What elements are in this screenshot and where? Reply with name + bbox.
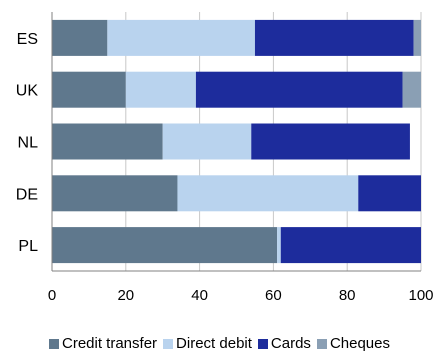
bar-nl-cards bbox=[251, 123, 410, 160]
bar-uk-cheques bbox=[402, 71, 421, 108]
bar-de-credit-transfer bbox=[52, 175, 178, 212]
bar-de-cards bbox=[358, 175, 421, 212]
bar-de-direct-debit bbox=[177, 175, 359, 212]
bar-nl-direct-debit bbox=[162, 123, 252, 160]
legend-label-cheques: Cheques bbox=[329, 335, 390, 352]
bar-es-cards bbox=[254, 19, 414, 56]
bar-es-direct-debit bbox=[107, 19, 255, 56]
legend-swatch-direct-debit bbox=[163, 338, 174, 349]
legend-item-cheques: Cheques bbox=[316, 335, 390, 352]
legend-swatch-cheques bbox=[316, 338, 327, 349]
bar-pl-cards bbox=[280, 227, 421, 264]
bar-es-cheques bbox=[413, 19, 421, 56]
bar-nl-credit-transfer bbox=[52, 123, 163, 160]
x-tick-label-20: 20 bbox=[117, 287, 134, 304]
y-tick-label-de: DE bbox=[16, 186, 38, 203]
bars bbox=[52, 19, 421, 264]
y-tick-label-uk: UK bbox=[16, 83, 39, 100]
x-tick-label-0: 0 bbox=[48, 287, 56, 304]
axis-labels: 0 20 40 60 80 100 ES UK NL DE PL bbox=[16, 31, 434, 304]
bar-pl-credit-transfer bbox=[52, 227, 278, 264]
y-tick-label-pl: PL bbox=[18, 238, 38, 255]
legend-item-credit-transfer: Credit transfer bbox=[49, 335, 157, 352]
bar-uk-cards bbox=[195, 71, 403, 108]
legend-label-direct-debit: Direct debit bbox=[176, 335, 252, 352]
legend: Credit transfer Direct debit Cards Chequ… bbox=[0, 335, 439, 352]
legend-label-credit-transfer: Credit transfer bbox=[62, 335, 158, 352]
x-tick-label-40: 40 bbox=[191, 287, 208, 304]
legend-item-cards: Cards bbox=[257, 335, 311, 352]
y-tick-label-nl: NL bbox=[18, 135, 39, 152]
x-tick-label-60: 60 bbox=[265, 287, 282, 304]
bar-es-credit-transfer bbox=[52, 19, 108, 56]
bar-pl-direct-debit bbox=[277, 227, 281, 264]
legend-swatch-credit-transfer bbox=[49, 338, 59, 349]
y-tick-label-es: ES bbox=[17, 31, 38, 48]
axes bbox=[51, 12, 421, 272]
bar-uk-direct-debit bbox=[125, 71, 196, 108]
x-tick-label-80: 80 bbox=[339, 287, 356, 304]
legend-swatch-cards bbox=[257, 338, 268, 349]
bar-uk-credit-transfer bbox=[52, 71, 126, 108]
x-tick-label-100: 100 bbox=[408, 287, 433, 304]
legend-item-direct-debit: Direct debit bbox=[163, 335, 252, 352]
legend-label-cards: Cards bbox=[270, 335, 311, 352]
